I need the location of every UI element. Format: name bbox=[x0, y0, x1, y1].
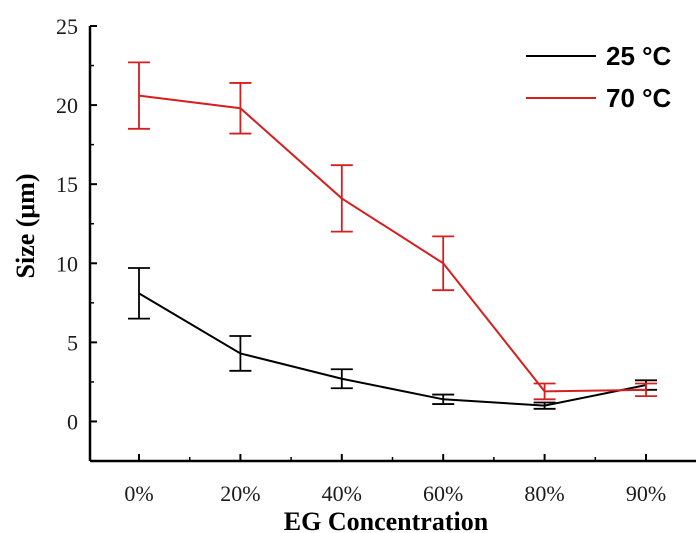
y-tick-label: 5 bbox=[67, 330, 78, 355]
y-tick-label: 20 bbox=[56, 93, 78, 118]
error-bar bbox=[432, 235, 455, 292]
legend-label: 70 °C bbox=[606, 83, 672, 113]
error-bar bbox=[533, 382, 556, 401]
y-tick-label: 25 bbox=[56, 14, 78, 39]
legend: 25 °C 70 °C bbox=[526, 41, 672, 113]
x-tick-label: 90% bbox=[626, 481, 666, 506]
error-bar bbox=[128, 61, 150, 130]
error-bar bbox=[330, 164, 353, 233]
error-bar bbox=[432, 393, 455, 405]
y-axis-ticks: 0 5 10 15 20 25 bbox=[56, 14, 97, 434]
series-line bbox=[138, 292, 647, 407]
y-axis-title: Size (μm) bbox=[11, 174, 40, 279]
y-tick-label: 0 bbox=[67, 409, 78, 434]
x-tick-label: 40% bbox=[322, 481, 362, 506]
x-tick-label: 20% bbox=[220, 481, 260, 506]
error-bar bbox=[128, 267, 150, 320]
series-layer bbox=[128, 61, 657, 410]
legend-label: 25 °C bbox=[606, 41, 672, 71]
error-bar bbox=[533, 401, 556, 410]
error-bar bbox=[330, 368, 353, 390]
error-bar bbox=[229, 335, 252, 372]
x-tick-label: 80% bbox=[524, 481, 564, 506]
x-axis-ticks: 0% 20% 40% 60% 80% 90% bbox=[124, 454, 666, 506]
y-tick-label: 10 bbox=[56, 251, 78, 276]
series-1 bbox=[128, 267, 657, 410]
x-tick-label: 0% bbox=[124, 481, 153, 506]
x-tick-label: 60% bbox=[423, 481, 463, 506]
series-2 bbox=[128, 61, 657, 401]
series-line bbox=[138, 94, 647, 393]
error-bar bbox=[229, 82, 252, 135]
y-tick-label: 15 bbox=[56, 172, 78, 197]
error-bar bbox=[635, 382, 657, 398]
x-axis-title: EG Concentration bbox=[284, 507, 489, 533]
